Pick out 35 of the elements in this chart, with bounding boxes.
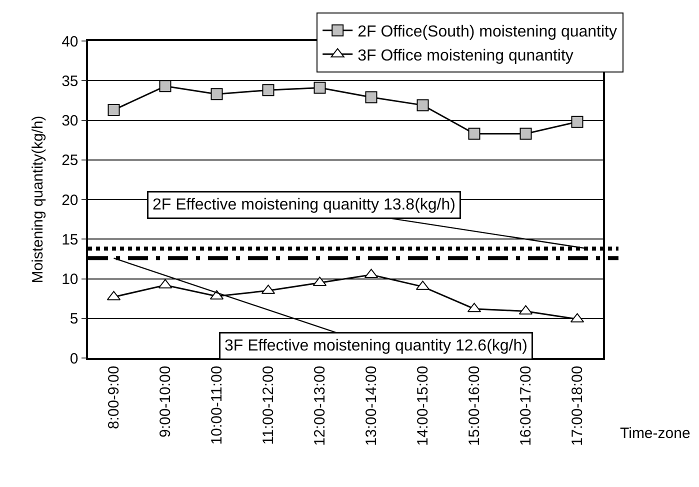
point (108, 104, 120, 116)
point (520, 128, 532, 140)
point (314, 82, 326, 94)
ref-line-label: 3F Effective moistening quantity 12.6(kg/h) (224, 338, 528, 354)
x-tick-label: 9:00-10:00 (157, 366, 174, 438)
y-tick-label: 30 (62, 112, 78, 130)
point (571, 116, 584, 128)
x-tick-label: 15:00-16:00 (466, 366, 484, 446)
ref-line-label: 2F Effective moistening quanitty 13.8(kg/h) (152, 196, 456, 214)
point (468, 128, 480, 140)
x-tick-label: 13:00-14:00 (363, 366, 380, 446)
x-tick-label: 8:00-9:00 (106, 366, 123, 430)
x-axis-title: Time-zone (620, 425, 690, 442)
y-tick-label: 0 (70, 350, 78, 368)
x-tick-label: 17:00-18:00 (569, 366, 586, 446)
y-tick-label: 15 (62, 231, 78, 248)
y-tick-label: 25 (62, 152, 78, 170)
y-tick-label: 40 (62, 33, 78, 50)
y-axis-title: Moistening quantity(kg/h) (29, 116, 46, 284)
legend-label: 3F Office moistening qunantity (358, 47, 574, 64)
legend-label: 2F Office(South) moistening quantity (358, 24, 617, 41)
point (159, 80, 172, 92)
x-tick-label: 11:00-12:00 (260, 366, 278, 445)
y-tick-label: 10 (62, 271, 78, 288)
x-tick-label: 10:00-11:00 (208, 366, 226, 445)
x-tick-label: 16:00-17:00 (518, 366, 535, 446)
point (262, 84, 274, 96)
y-tick-label: 35 (62, 72, 78, 90)
point (416, 99, 429, 112)
y-tick-label: 20 (62, 192, 78, 209)
x-tick-label: 14:00-15:00 (414, 366, 432, 446)
x-tick-label: 12:00-13:00 (312, 366, 329, 446)
point (365, 91, 378, 104)
point (210, 88, 223, 100)
y-tick-label: 5 (70, 310, 78, 328)
